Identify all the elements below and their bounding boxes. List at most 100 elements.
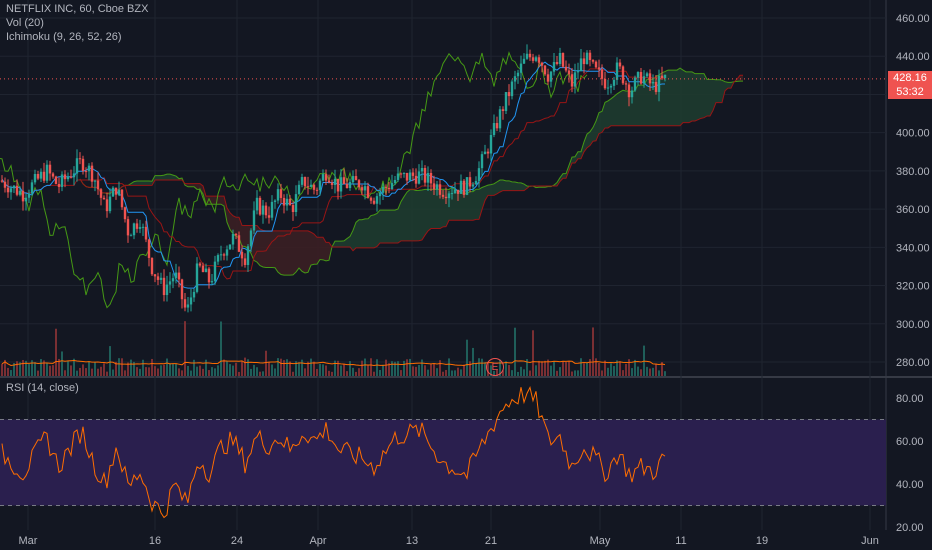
volume-bar bbox=[556, 370, 558, 376]
volume-bar bbox=[604, 360, 606, 376]
cloud-segment bbox=[560, 173, 563, 182]
volume-bar bbox=[328, 370, 330, 376]
volume-bar bbox=[649, 368, 651, 376]
cloud-segment bbox=[395, 208, 398, 244]
candle-body bbox=[384, 186, 388, 188]
candle-body bbox=[357, 180, 361, 188]
rsi-band bbox=[0, 419, 886, 506]
cloud-segment bbox=[200, 183, 203, 195]
volume-bar bbox=[277, 358, 279, 376]
cloud-segment bbox=[173, 175, 176, 181]
cloud-segment bbox=[710, 79, 713, 116]
candle-body bbox=[231, 234, 235, 245]
volume-bar bbox=[112, 369, 114, 376]
cloud-segment bbox=[359, 219, 362, 248]
cloud-segment bbox=[323, 237, 326, 261]
cloud-segment bbox=[149, 181, 152, 186]
cloud-segment bbox=[155, 175, 158, 181]
candle-body bbox=[12, 185, 16, 189]
ichimoku-indicator-label[interactable]: Ichimoku (9, 26, 52, 26) bbox=[6, 31, 122, 43]
volume-bar bbox=[187, 365, 189, 376]
rsi-indicator-label[interactable]: RSI (14, close) bbox=[6, 382, 79, 394]
candle-body bbox=[534, 57, 538, 61]
volume-bar bbox=[7, 367, 9, 376]
volume-bar bbox=[163, 364, 165, 376]
candle-body bbox=[462, 180, 466, 195]
candle-body bbox=[75, 158, 79, 174]
cloud-segment bbox=[605, 100, 608, 128]
bar-countdown-tag: 53:32 bbox=[888, 85, 932, 99]
candle-body bbox=[108, 196, 112, 212]
candle-body bbox=[414, 175, 418, 184]
cloud-segment bbox=[494, 181, 497, 196]
cloud-segment bbox=[689, 71, 692, 123]
candle-body bbox=[552, 62, 556, 72]
cloud-segment bbox=[509, 180, 512, 191]
candle-body bbox=[276, 189, 280, 201]
cloud-segment bbox=[167, 174, 170, 181]
candle-body bbox=[654, 81, 658, 92]
candle-body bbox=[624, 83, 628, 85]
cloud-segment bbox=[446, 189, 449, 227]
cloud-segment bbox=[665, 70, 668, 126]
candle-body bbox=[447, 193, 451, 199]
volume-bar bbox=[367, 365, 369, 376]
cloud-segment bbox=[374, 213, 377, 248]
candle-body bbox=[477, 168, 481, 181]
volume-bar bbox=[178, 368, 180, 376]
volume-bar bbox=[127, 362, 129, 376]
volume-bar bbox=[412, 366, 414, 376]
candle-body bbox=[315, 189, 319, 191]
volume-bar bbox=[331, 371, 333, 376]
candle-body bbox=[615, 62, 619, 80]
volume-bar bbox=[49, 365, 51, 376]
candle-body bbox=[306, 186, 310, 188]
candle-body bbox=[513, 76, 517, 82]
cloud-segment bbox=[464, 193, 467, 221]
candle-body bbox=[429, 172, 433, 184]
cloud-segment bbox=[434, 189, 437, 229]
volume-bar bbox=[454, 370, 456, 376]
volume-bar bbox=[70, 365, 72, 376]
candle-body bbox=[657, 75, 661, 92]
volume-bar bbox=[52, 365, 54, 376]
candle-body bbox=[498, 109, 502, 129]
volume-bar bbox=[652, 367, 654, 376]
candle-body bbox=[204, 268, 208, 273]
candle-body bbox=[570, 74, 574, 87]
cloud-segment bbox=[299, 230, 302, 272]
volume-bar bbox=[598, 362, 600, 376]
volume-bar bbox=[232, 365, 234, 376]
volume-bar bbox=[514, 327, 516, 376]
cloud-segment bbox=[599, 111, 602, 134]
volume-bar bbox=[625, 363, 627, 376]
volume-bar bbox=[145, 367, 147, 376]
candle-body bbox=[600, 69, 604, 79]
earnings-icon[interactable]: E bbox=[486, 358, 504, 376]
cloud-segment bbox=[614, 93, 617, 126]
candle-body bbox=[225, 249, 229, 256]
volume-bar bbox=[388, 363, 390, 376]
cloud-segment bbox=[281, 230, 284, 276]
volume-bar bbox=[394, 361, 396, 376]
cloud-segment bbox=[377, 210, 380, 247]
candle-body bbox=[417, 171, 421, 184]
cloud-segment bbox=[701, 73, 704, 119]
cloud-segment bbox=[581, 141, 584, 159]
price-tick-label: 460.00 bbox=[896, 13, 930, 25]
candle-body bbox=[18, 190, 22, 195]
x-tick-label: Jun bbox=[861, 535, 879, 547]
cloud-segment bbox=[722, 80, 725, 103]
volume-indicator-label[interactable]: Vol (20) bbox=[6, 17, 44, 29]
candle-body bbox=[243, 258, 247, 265]
cloud-segment bbox=[389, 210, 392, 244]
symbol-title[interactable]: NETFLIX INC, 60, Cboe BZX bbox=[6, 3, 149, 15]
cloud-segment bbox=[491, 183, 494, 196]
volume-bar bbox=[214, 368, 216, 376]
cloud-segment bbox=[284, 230, 287, 276]
volume-bar bbox=[94, 362, 96, 376]
candle-body bbox=[486, 151, 490, 154]
volume-bar bbox=[172, 363, 174, 376]
volume-bar bbox=[211, 367, 213, 376]
